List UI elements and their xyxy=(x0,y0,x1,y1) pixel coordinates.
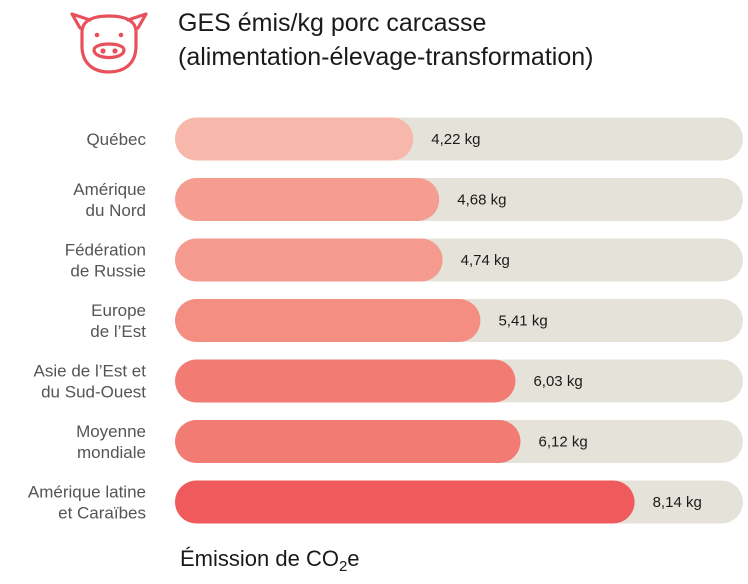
category-label: Amérique xyxy=(73,180,146,199)
category-label: Fédération xyxy=(65,241,146,260)
bar xyxy=(175,178,440,221)
category-label: et Caraïbes xyxy=(58,504,146,523)
category-label: Québec xyxy=(86,130,146,149)
value-label: 8,14 kg xyxy=(653,494,702,511)
value-label: 5,41 kg xyxy=(498,313,547,330)
axis-label-subscript: 2 xyxy=(338,558,348,575)
category-label: Europe xyxy=(91,301,146,320)
value-label: 4,22 kg xyxy=(431,131,480,148)
axis-label-prefix: Émission de CO xyxy=(180,546,339,571)
category-label: du Sud-Ouest xyxy=(41,383,146,402)
bar xyxy=(175,420,521,463)
chart-title: GES émis/kg porc carcasse xyxy=(178,9,487,37)
value-label: 4,74 kg xyxy=(461,252,510,269)
bar xyxy=(175,359,516,403)
category-label: Asie de l’Est et xyxy=(34,362,147,381)
bar xyxy=(175,299,481,342)
category-label: du Nord xyxy=(86,201,146,220)
category-label: de Russie xyxy=(70,262,146,281)
value-label: 4,68 kg xyxy=(457,192,506,209)
pig-face-icon xyxy=(70,12,148,74)
category-label: Amérique latine xyxy=(28,483,146,502)
axis-label-suffix: e xyxy=(347,546,360,571)
axis-label: Émission de CO2e xyxy=(180,542,360,576)
category-label: mondiale xyxy=(77,443,146,462)
category-label: Moyenne xyxy=(76,422,146,441)
value-label: 6,03 kg xyxy=(533,373,582,390)
value-label: 6,12 kg xyxy=(539,434,588,451)
category-label: de l’Est xyxy=(90,322,146,341)
bar xyxy=(175,117,414,161)
chart-subtitle: (alimentation-élevage-transformation) xyxy=(178,43,594,71)
bar xyxy=(175,238,443,282)
bar xyxy=(175,480,635,524)
